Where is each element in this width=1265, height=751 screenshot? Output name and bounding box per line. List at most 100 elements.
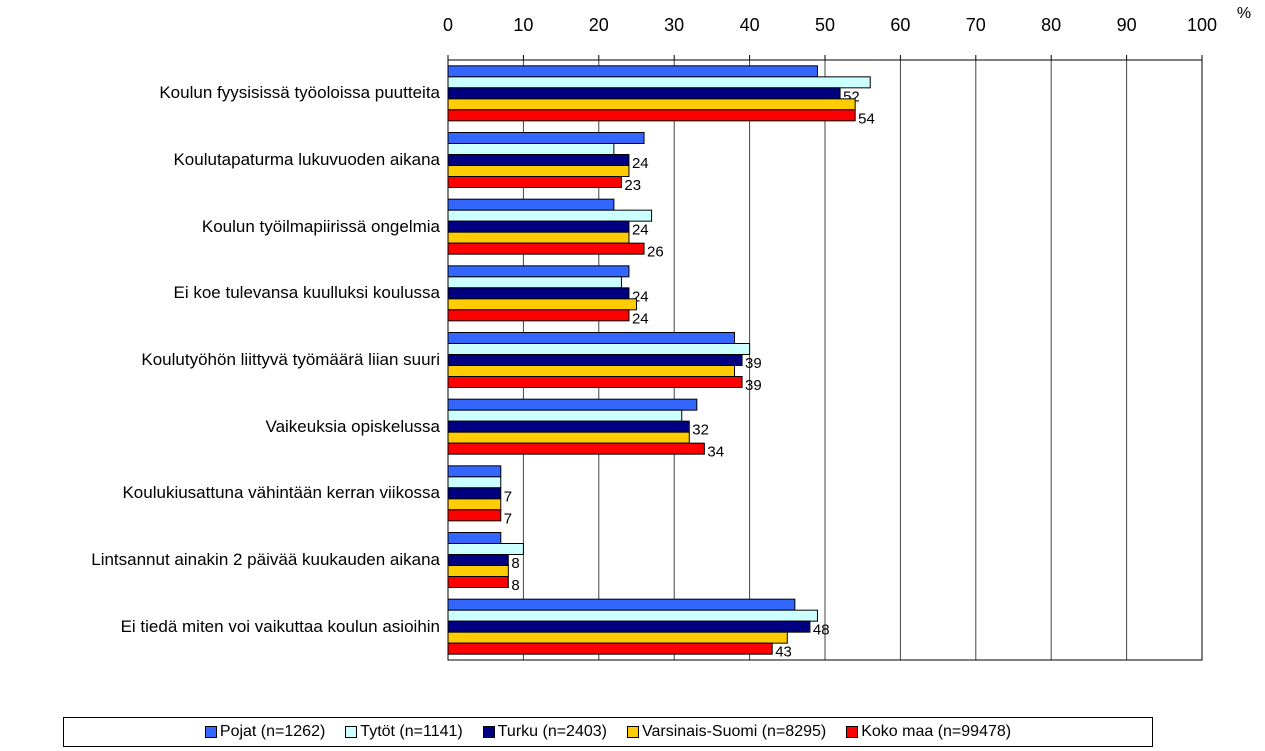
- value-label: 32: [692, 422, 709, 439]
- value-label: 39: [745, 355, 762, 372]
- category-label: Koulutapaturma lukuvuoden aikana: [0, 127, 440, 194]
- legend-item: Turku (n=2403): [482, 723, 607, 741]
- bar: [447, 76, 871, 89]
- category-text: Ei koe tulevansa kuulluksi koulussa: [173, 283, 440, 303]
- bar: [447, 154, 630, 166]
- category-label: Koulun työilmapiirissä ongelmia: [0, 193, 440, 260]
- bar: [447, 576, 509, 588]
- category-label: Lintsannut ainakin 2 päivää kuukauden ai…: [0, 527, 440, 594]
- legend-swatch: [626, 726, 639, 738]
- bar: [447, 265, 630, 278]
- bar: [447, 165, 630, 177]
- category-text: Lintsannut ainakin 2 päivää kuukauden ai…: [91, 549, 440, 569]
- value-label: 43: [775, 644, 792, 661]
- bar: [447, 242, 645, 255]
- x-tick-label: 30: [664, 15, 684, 35]
- value-label: 8: [511, 577, 519, 594]
- x-tick-label: 70: [966, 15, 986, 35]
- x-tick-label: 80: [1041, 15, 1061, 35]
- bar: [447, 376, 743, 388]
- x-tick-label: 10: [513, 15, 533, 35]
- bar: [447, 220, 630, 233]
- bar: [447, 620, 811, 633]
- legend-swatch: [846, 726, 859, 738]
- category-text: Koulutapaturma lukuvuoden aikana: [173, 149, 440, 169]
- bar: [447, 465, 502, 478]
- legend-item: Koko maa (n=99478): [846, 723, 1011, 741]
- value-label: 26: [647, 244, 664, 261]
- value-label: 8: [511, 555, 519, 572]
- category-text: Ei tiedä miten voi vaikuttaa koulun asio…: [120, 616, 440, 636]
- bar: [447, 365, 736, 377]
- bar: [447, 554, 509, 566]
- bar: [447, 532, 502, 544]
- x-unit: %: [1237, 5, 1251, 22]
- legend-item: Pojat (n=1262): [204, 723, 326, 741]
- x-tick-label: 100: [1187, 15, 1217, 35]
- bar: [447, 398, 698, 411]
- bar: [447, 109, 856, 122]
- category-text: Koulutyöhön liittyvä työmäärä liian suur…: [141, 349, 440, 369]
- value-label: 24: [632, 310, 649, 327]
- legend-label: Koko maa (n=99478): [861, 723, 1012, 740]
- x-tick-label: 40: [740, 15, 760, 35]
- category-label: Koulukiusattuna vähintään kerran viikoss…: [0, 460, 440, 527]
- bar: [447, 176, 622, 188]
- bar: [447, 298, 637, 311]
- value-label: 24: [632, 222, 649, 239]
- value-label: 23: [624, 177, 641, 194]
- legend: Pojat (n=1262) Tytöt (n=1141) Turku (n=240…: [63, 717, 1153, 747]
- bar: [447, 442, 705, 455]
- bar: [447, 487, 502, 500]
- legend-swatch: [482, 726, 495, 738]
- x-tick-label: 50: [815, 15, 835, 35]
- x-tick-label: 90: [1117, 15, 1137, 35]
- category-label: Ei tiedä miten voi vaikuttaa koulun asio…: [0, 593, 440, 660]
- value-label: 54: [858, 110, 875, 127]
- category-label: Koulutyöhön liittyvä työmäärä liian suur…: [0, 327, 440, 394]
- bar: [447, 409, 683, 422]
- bar: [447, 476, 502, 489]
- bar: [447, 309, 630, 322]
- category-label: Koulun fyysisissä työoloissa puutteita: [0, 60, 440, 127]
- category-text: Koulun fyysisissä työoloissa puutteita: [159, 83, 440, 103]
- x-tick-label: 60: [890, 15, 910, 35]
- value-label: 48: [813, 622, 830, 639]
- bar: [447, 143, 615, 155]
- x-tick-label: 20: [589, 15, 609, 35]
- legend-swatch: [345, 726, 358, 738]
- bar: [447, 231, 630, 244]
- bar: [447, 98, 856, 111]
- bar: [447, 198, 615, 211]
- category-label: Vaikeuksia opiskelussa: [0, 393, 441, 460]
- value-label: 34: [707, 444, 724, 461]
- bar: [447, 65, 818, 78]
- legend-label: Turku (n=2403): [497, 723, 607, 740]
- value-label: 24: [632, 155, 649, 172]
- legend-label: Varsinais-Suomi (n=8295): [641, 723, 827, 740]
- category-label: Ei koe tulevansa kuulluksi koulussa: [0, 260, 440, 327]
- bar: [447, 565, 509, 577]
- bar: [447, 132, 645, 144]
- bar: [447, 431, 690, 444]
- value-label: 7: [504, 510, 512, 527]
- value-label: 39: [745, 377, 762, 394]
- bar: [447, 609, 818, 622]
- bar: [447, 332, 736, 344]
- bar: [447, 420, 690, 433]
- legend-item: Varsinais-Suomi (n=8295): [626, 723, 827, 741]
- value-label: 7: [504, 488, 512, 505]
- legend-item: Tytöt (n=1141): [345, 723, 463, 741]
- bar: [447, 498, 502, 511]
- bar: [447, 509, 502, 522]
- category-text: Koulun työilmapiirissä ongelmia: [201, 216, 440, 236]
- bar: [447, 354, 743, 366]
- legend-label: Pojat (n=1262): [219, 723, 326, 740]
- bar: [447, 631, 788, 644]
- legend-swatch: [204, 726, 217, 738]
- bar: [447, 598, 796, 611]
- x-tick-label: 0: [443, 15, 453, 35]
- legend-label: Tytöt (n=1141): [360, 723, 463, 740]
